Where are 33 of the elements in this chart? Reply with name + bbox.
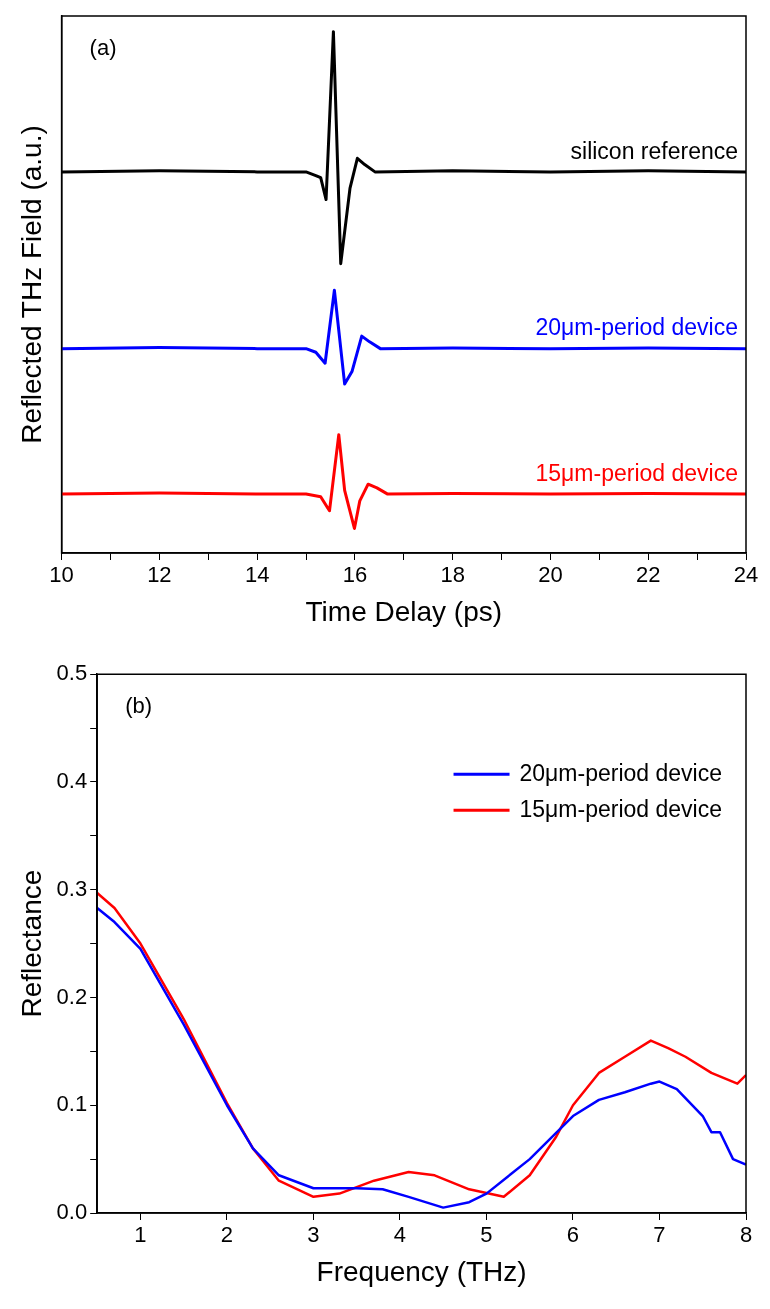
x-tick-label: 18 (440, 562, 465, 588)
x-tick-label: 6 (566, 1222, 580, 1248)
x-tick-label: 4 (393, 1222, 407, 1248)
y-tick-label: 0.5 (56, 660, 88, 686)
x-tick-label: 24 (733, 562, 759, 588)
series-label: 15μm-period device (535, 459, 738, 486)
series-label: 20μm-period device (535, 314, 738, 341)
y-axis-title: Reflected THz Field (a.u.) (15, 125, 47, 444)
x-tick-label: 2 (220, 1222, 234, 1248)
y-tick-label: 0.1 (56, 1091, 88, 1117)
y-tick-label: 0.0 (56, 1199, 88, 1225)
x-tick-label: 20 (538, 562, 563, 588)
y-axis-title: Reflectance (15, 869, 47, 1018)
x-axis-title: Frequency (THz) (316, 1255, 527, 1287)
x-tick-label: 22 (635, 562, 661, 588)
series-label: silicon reference (570, 137, 738, 164)
x-tick-label: 5 (480, 1222, 493, 1248)
x-tick-label: 7 (653, 1222, 666, 1248)
x-tick-label: 1 (134, 1222, 147, 1248)
x-tick-label: 10 (49, 562, 74, 588)
x-axis-title: Time Delay (ps) (305, 595, 503, 627)
x-tick-label: 3 (307, 1222, 320, 1248)
x-tick-label: 14 (244, 562, 270, 588)
x-tick-label: 16 (342, 562, 368, 588)
y-tick-label: 0.2 (56, 983, 88, 1009)
x-tick-label: 8 (739, 1222, 753, 1248)
x-tick-label: 12 (147, 562, 172, 588)
legend-label: 15μm-period device (519, 795, 723, 822)
annotation: (b) (125, 693, 153, 719)
annotation: (a) (89, 35, 117, 61)
legend-label: 20μm-period device (519, 759, 723, 786)
y-tick-label: 0.3 (56, 875, 88, 901)
y-tick-label: 0.4 (56, 768, 88, 794)
